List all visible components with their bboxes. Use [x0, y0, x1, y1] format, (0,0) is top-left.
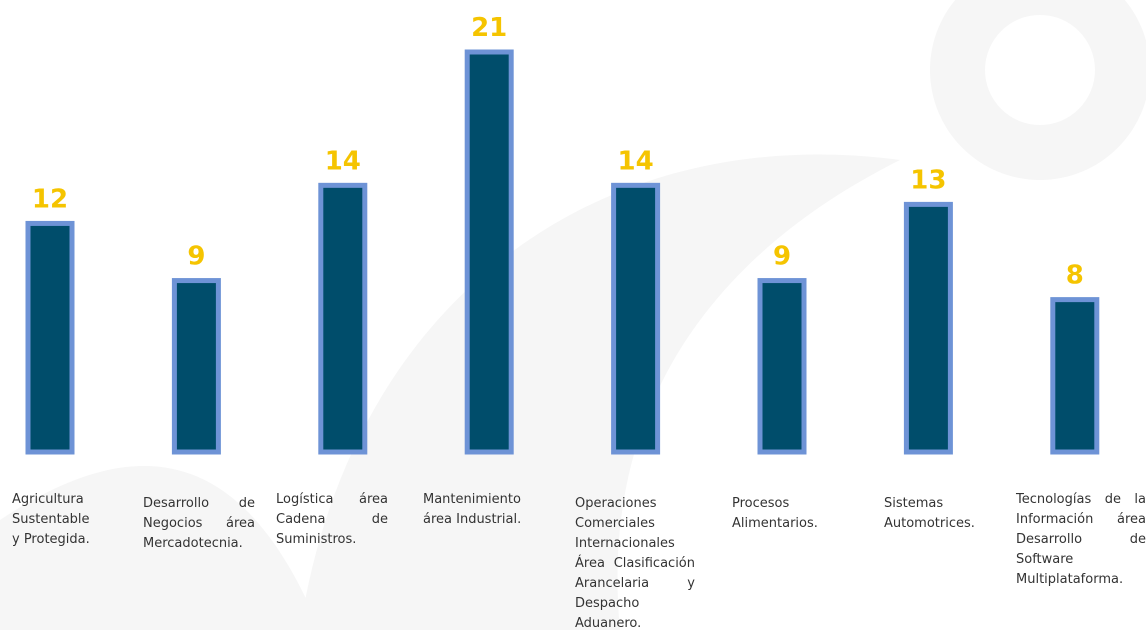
category-label: Agricultura Sustentable y Protegida.: [12, 492, 90, 547]
value-label: 21: [471, 13, 507, 43]
bar: [1050, 297, 1100, 455]
value-label: 14: [618, 146, 654, 176]
value-label: 12: [32, 184, 68, 214]
value-label: 13: [910, 165, 946, 195]
bar: [171, 278, 221, 455]
category-label: Procesos Alimentarios.: [732, 496, 818, 531]
category-label: Desarrollo de Negocios área Mercadotecni…: [143, 496, 255, 551]
bar: [25, 220, 75, 455]
category-label: Operaciones Comerciales Internacionales …: [575, 496, 695, 630]
category-label: Sistemas Automotrices.: [884, 496, 975, 531]
value-label: 9: [187, 242, 205, 272]
bar: [318, 182, 368, 455]
category-label: Logística área Cadena de Suministros.: [276, 492, 388, 547]
bar: [611, 182, 661, 455]
value-label: 14: [325, 146, 361, 176]
bar: [757, 278, 807, 455]
value-label: 8: [1066, 261, 1084, 291]
bar: [464, 49, 514, 455]
bar: [903, 201, 953, 455]
category-label: Tecnologías de la Información área Desar…: [1016, 492, 1146, 587]
value-label: 9: [773, 242, 791, 272]
category-label: Mantenimiento área Industrial.: [423, 492, 522, 527]
